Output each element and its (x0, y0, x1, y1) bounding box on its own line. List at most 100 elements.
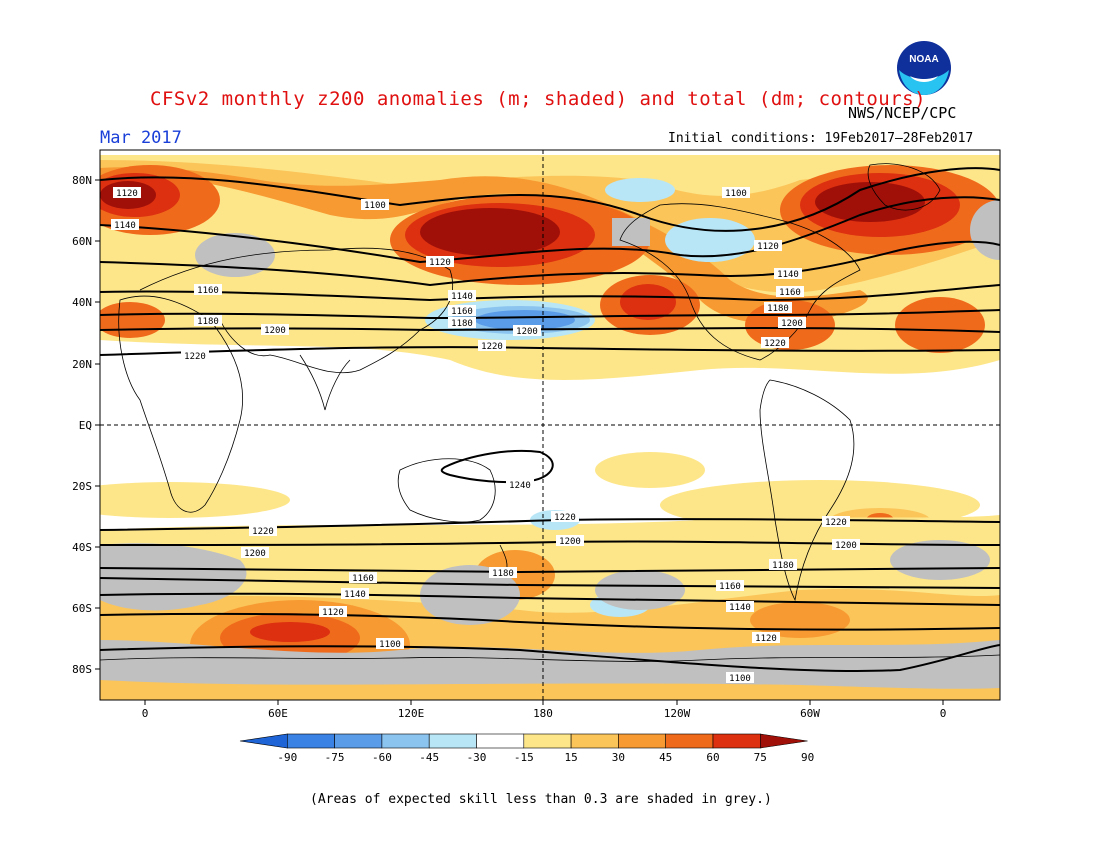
colorbar-label: 45 (659, 751, 672, 764)
contour-label: 1180 (451, 319, 473, 329)
colorbar-label: 30 (612, 751, 625, 764)
contour-label-bg (774, 268, 802, 279)
contour-label: 1140 (114, 221, 136, 231)
lat-label: 60N (72, 235, 92, 248)
longitude-axis: 0 60E 120E 180 120W 60W 0 (142, 700, 947, 720)
latitude-axis: 80N 60N 40N 20N EQ 20S 40S 60S 80S (72, 174, 100, 676)
colorbar-label: 60 (706, 751, 719, 764)
figure-title: CFSv2 monthly z200 anomalies (m; shaded)… (150, 88, 927, 110)
colorbar-label: 15 (564, 751, 577, 764)
contour-label-bg (319, 606, 347, 617)
colorbar-label: -15 (514, 751, 534, 764)
noaa-logo: NOAA (896, 40, 952, 96)
contour-label-bg (489, 567, 517, 578)
colorbar-swatch (381, 733, 430, 749)
contour-label: 1240 (509, 481, 531, 491)
lat-label: 60S (72, 602, 92, 615)
contour-label-bg (241, 547, 269, 558)
contour-label-bg (761, 337, 789, 348)
contour-label-bg (754, 240, 782, 251)
contour-label-bg (361, 199, 389, 210)
contour-label: 1180 (767, 304, 789, 314)
contour-label-group: 1120114011001120116011801200122011401160… (111, 187, 860, 684)
contour-label-bg (194, 284, 222, 295)
contour-label: 1220 (184, 352, 206, 362)
skill-footnote: (Areas of expected skill less than 0.3 a… (310, 792, 772, 807)
contour-label: 1100 (364, 201, 386, 211)
contour-label-bg (111, 219, 139, 230)
contour-label-bg (513, 325, 541, 336)
lat-label: 40S (72, 541, 92, 554)
contour-label: 1140 (777, 270, 799, 280)
contour-label: 1160 (352, 574, 374, 584)
contour-label-bg (249, 525, 277, 536)
contour-label: 1140 (729, 603, 751, 613)
colorbar-label: -45 (419, 751, 439, 764)
contour-label-bg (726, 601, 754, 612)
contour-label-bg (261, 324, 289, 335)
contour-label-bg (376, 638, 404, 649)
colorbar-swatch (570, 733, 619, 749)
colorbar-swatch (428, 733, 477, 749)
contour-label-bg (778, 317, 806, 328)
lon-label: 120W (664, 707, 691, 720)
contour-label-bg (752, 632, 780, 643)
colorbar-label: -60 (372, 751, 392, 764)
contour-label: 1120 (757, 242, 779, 252)
anomaly-shading (100, 150, 1000, 700)
contour-label: 1180 (772, 561, 794, 571)
lat-label: 40N (72, 296, 92, 309)
colorbar-swatch (712, 733, 761, 749)
contour-label-bg (113, 187, 141, 198)
contour-label: 1120 (322, 608, 344, 618)
contour-label-bg (478, 340, 506, 351)
lon-label: 120E (398, 707, 425, 720)
lon-label: 0 (142, 707, 149, 720)
lat-label: 80S (72, 663, 92, 676)
contour-label: 1220 (252, 527, 274, 537)
lat-label: EQ (79, 419, 92, 432)
contour-label: 1220 (825, 518, 847, 528)
contour-label-bg (448, 305, 476, 316)
contour-label: 1180 (492, 569, 514, 579)
noaa-logo-text: NOAA (909, 54, 938, 65)
forecast-month: Mar 2017 (100, 128, 182, 148)
contour-label: 1200 (835, 541, 857, 551)
contour-label: 1120 (116, 189, 138, 199)
contour-label-bg (822, 516, 850, 527)
initial-conditions: Initial conditions: 19Feb2017–28Feb2017 (668, 131, 974, 146)
contour-label-bg (194, 315, 222, 326)
contour-label-bg (556, 535, 584, 546)
lon-label: 60E (268, 707, 288, 720)
contour-label: 1200 (559, 537, 581, 547)
contour-label: 1160 (197, 286, 219, 296)
contour-label: 1200 (781, 319, 803, 329)
lat-label: 80N (72, 174, 92, 187)
colorbar-swatch (286, 733, 335, 749)
colorbar-label: 90 (801, 751, 814, 764)
contour-label: 1120 (429, 258, 451, 268)
lat-label: 20S (72, 480, 92, 493)
colorbar-label: -90 (277, 751, 297, 764)
height-contours (100, 167, 1000, 672)
colorbar-label: 75 (754, 751, 767, 764)
lat-label: 20N (72, 358, 92, 371)
lon-label: 0 (940, 707, 947, 720)
lon-label: 60W (800, 707, 820, 720)
contour-label: 1220 (481, 342, 503, 352)
colorbar: -90 -75 -60 -45 -30 -15 15 30 45 60 75 90 (239, 733, 814, 764)
contour-label-bg (722, 187, 750, 198)
contour-label-bg (341, 588, 369, 599)
contour-label-bg (776, 286, 804, 297)
contour-label-bg (506, 479, 534, 490)
contour-label-bg (726, 672, 754, 683)
contour-label: 1160 (451, 307, 473, 317)
contour-label: 1100 (725, 189, 747, 199)
contour-label: 1200 (264, 326, 286, 336)
contour-label-bg (764, 302, 792, 313)
contour-label-bg (832, 539, 860, 550)
contour-label: 1180 (197, 317, 219, 327)
contour-label: 1140 (344, 590, 366, 600)
lon-label: 180 (533, 707, 553, 720)
